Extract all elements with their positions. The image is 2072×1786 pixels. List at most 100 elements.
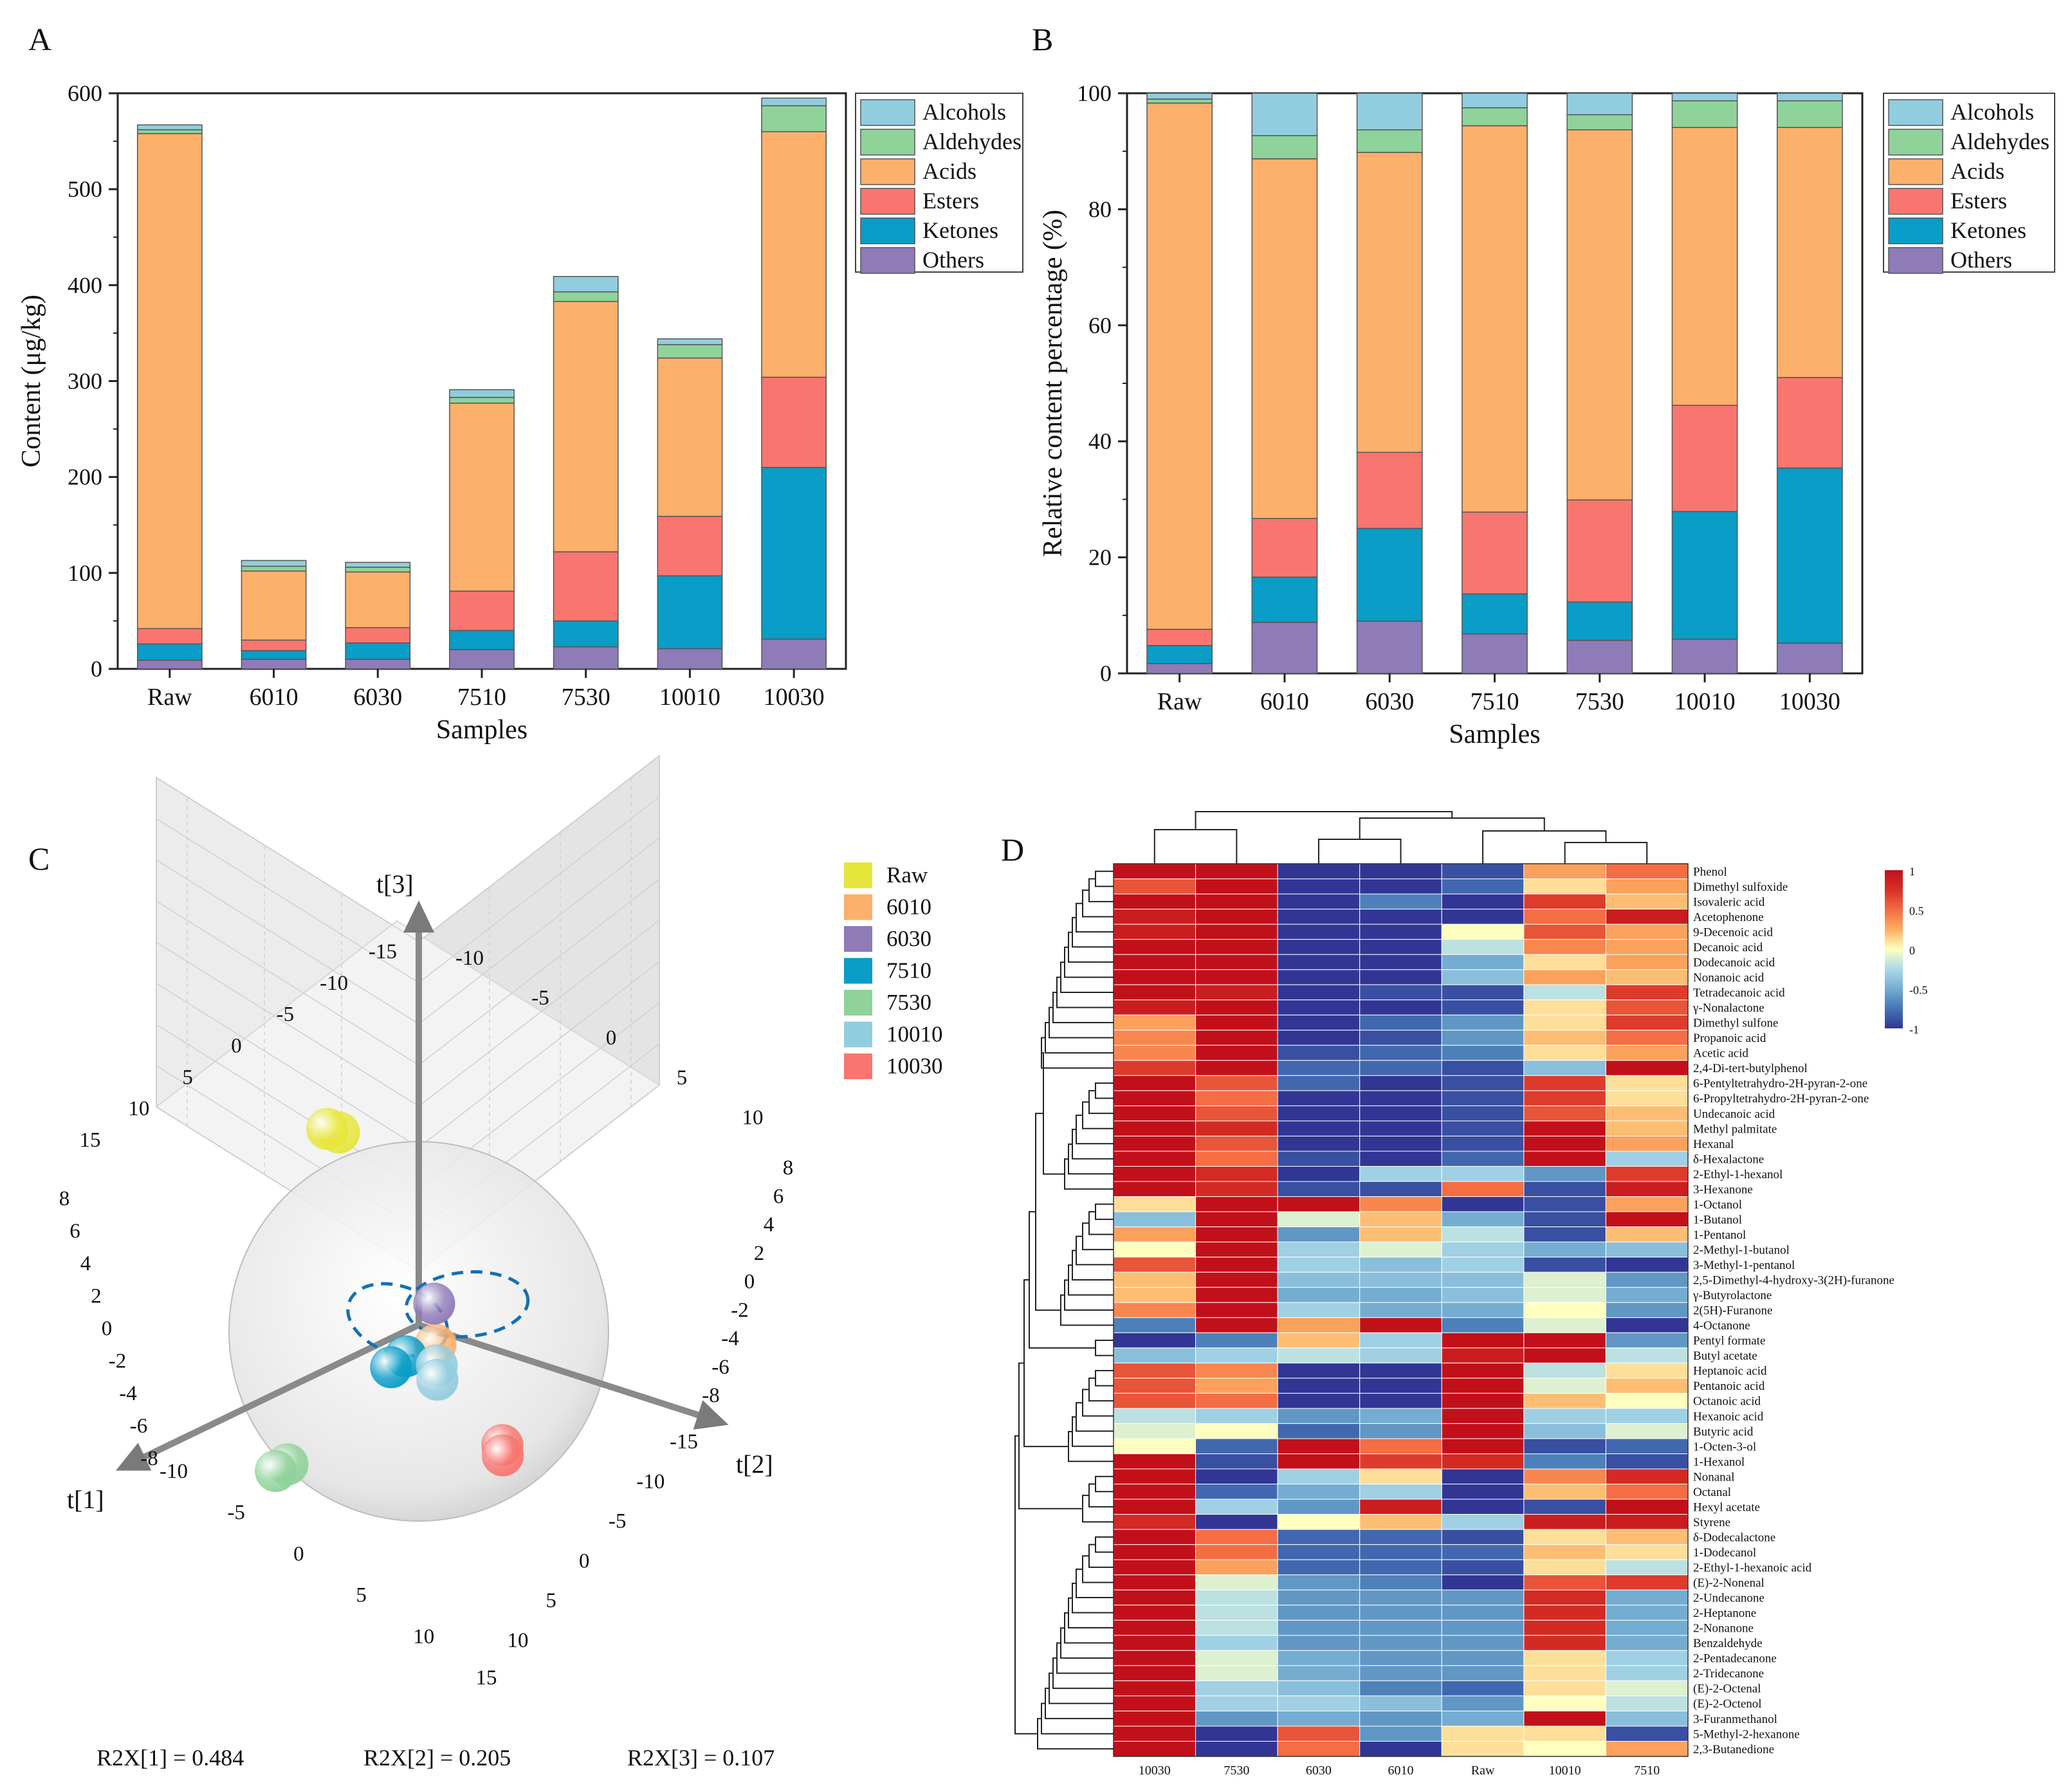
d-row-dendrogram-link: [1088, 1089, 1114, 1115]
b-bar-alcohols-7510: [1462, 93, 1528, 109]
d-cell: [1441, 1014, 1525, 1031]
d-cell: [1605, 1392, 1689, 1409]
d-cell: [1523, 1090, 1606, 1106]
d-row-label: Dodecanoic acid: [1693, 956, 1775, 970]
a-legend-label-acids: Acids: [922, 158, 976, 184]
b-bar-acids-10010: [1671, 127, 1738, 406]
d-row-label: 1-Butanol: [1693, 1213, 1742, 1226]
d-cell: [1523, 1695, 1606, 1711]
d-row-dendrogram-link: [1088, 1483, 1114, 1508]
b-bar-aldehydes-6030: [1356, 129, 1423, 153]
b-legend-label-aldehydes: Aldehydes: [1950, 129, 2049, 154]
a-bar-aldehydes-Raw: [136, 129, 203, 134]
d-cell: [1113, 879, 1196, 895]
b-bar-others-Raw: [1146, 662, 1213, 674]
d-cell: [1277, 1014, 1361, 1031]
d-cell: [1113, 1166, 1196, 1182]
a-bar-aldehydes-10030: [761, 105, 827, 132]
d-cell: [1195, 924, 1278, 940]
d-cell: [1441, 1090, 1525, 1106]
c-axis-label-t1: t[1]: [67, 1485, 104, 1514]
d-row-label: Tetradecanoic acid: [1693, 987, 1785, 1000]
d-cell: [1523, 1529, 1606, 1545]
d-row-label: 2-Nonanone: [1693, 1622, 1754, 1636]
d-cell: [1605, 1151, 1689, 1167]
d-cell: [1277, 1619, 1361, 1636]
d-cell: [1359, 1347, 1442, 1363]
d-cell: [1195, 1529, 1278, 1545]
b-legend-swatch-alcohols: [1888, 99, 1943, 126]
c-legend-swatch-Raw: [844, 862, 872, 888]
c-tick-left-vertical: -4: [119, 1382, 137, 1405]
d-cell: [1277, 863, 1361, 880]
d-cell: [1523, 879, 1606, 895]
d-row-label: 9-Decenoic acid: [1693, 925, 1773, 939]
d-cell: [1441, 1166, 1525, 1182]
a-bar-ketones-Raw: [136, 643, 203, 661]
d-cell: [1277, 1060, 1361, 1076]
d-row-dendrogram-link: [1082, 1555, 1114, 1583]
d-cell: [1605, 1090, 1689, 1106]
a-legend-label-others: Others: [922, 247, 984, 273]
a-xtick-label: 6010: [250, 684, 298, 711]
d-cell: [1441, 1650, 1525, 1666]
d-cell: [1605, 863, 1689, 880]
d-cell: [1605, 1317, 1689, 1333]
d-row-dendrogram-link: [1035, 1113, 1061, 1311]
panel-b-percentage-bar-chart: 0 20 40 60 80 100 Raw 6010 6030 7510 7530 10010 1003…: [1038, 80, 2055, 749]
d-cell: [1277, 1468, 1361, 1485]
b-bar-others-6030: [1356, 621, 1423, 674]
d-row-label: 3-Methyl-1-pentanol: [1693, 1259, 1795, 1272]
a-bar-esters-7530: [553, 551, 619, 622]
a-bar-others-Raw: [136, 659, 203, 670]
b-xtick-label: 7510: [1471, 688, 1519, 715]
d-cell: [1195, 999, 1278, 1016]
d-cell: [1359, 1166, 1442, 1182]
d-cell: [1277, 1332, 1361, 1349]
d-cell: [1359, 1438, 1442, 1454]
d-cell: [1113, 1241, 1196, 1258]
d-cell: [1113, 1665, 1196, 1681]
d-cell: [1359, 863, 1442, 880]
c-point-10030: [481, 1434, 524, 1477]
d-cell: [1113, 1680, 1196, 1697]
d-cell: [1359, 939, 1442, 955]
d-row-label: Phenol: [1693, 865, 1727, 879]
c-legend-label-6030: 6030: [886, 926, 931, 951]
d-cell: [1523, 1484, 1606, 1500]
b-bar-esters-7530: [1566, 499, 1633, 603]
a-ytick-label: 400: [68, 272, 102, 298]
d-cell: [1113, 1347, 1196, 1363]
panel-label-c: C: [28, 841, 50, 877]
a-bar-ketones-6030: [345, 642, 411, 660]
d-cell: [1441, 909, 1525, 925]
d-cell: [1441, 1075, 1525, 1091]
c-legend-label-Raw: Raw: [886, 862, 928, 888]
d-row-label: Octanoic acid: [1693, 1395, 1761, 1408]
b-legend-label-others: Others: [1950, 247, 2012, 273]
d-cell: [1277, 1287, 1361, 1303]
b-bar-others-7510: [1462, 633, 1528, 674]
d-cell: [1441, 1484, 1525, 1500]
d-row-label: 2-Heptanone: [1693, 1607, 1756, 1620]
b-legend-label-esters: Esters: [1950, 188, 2007, 214]
d-cell: [1113, 909, 1196, 925]
d-cell: [1195, 1151, 1278, 1167]
d-row-label: Undecanoic acid: [1693, 1107, 1775, 1121]
d-cell: [1113, 1514, 1196, 1530]
d-cell: [1277, 1166, 1361, 1182]
a-bar-alcohols-10010: [657, 338, 723, 345]
d-cell: [1523, 863, 1606, 880]
d-cell: [1277, 1635, 1361, 1651]
a-bar-alcohols-7530: [553, 276, 619, 293]
d-cell: [1113, 939, 1196, 955]
d-cell: [1113, 1362, 1196, 1379]
c-tick-left-vertical: 8: [59, 1187, 70, 1210]
d-cell: [1195, 1226, 1278, 1243]
d-cell: [1113, 1438, 1196, 1454]
a-bar-others-10010: [657, 648, 723, 670]
d-cell: [1523, 1257, 1606, 1273]
a-bar-aldehydes-10010: [657, 344, 723, 359]
d-cell: [1277, 1559, 1361, 1576]
d-cell: [1195, 863, 1278, 880]
